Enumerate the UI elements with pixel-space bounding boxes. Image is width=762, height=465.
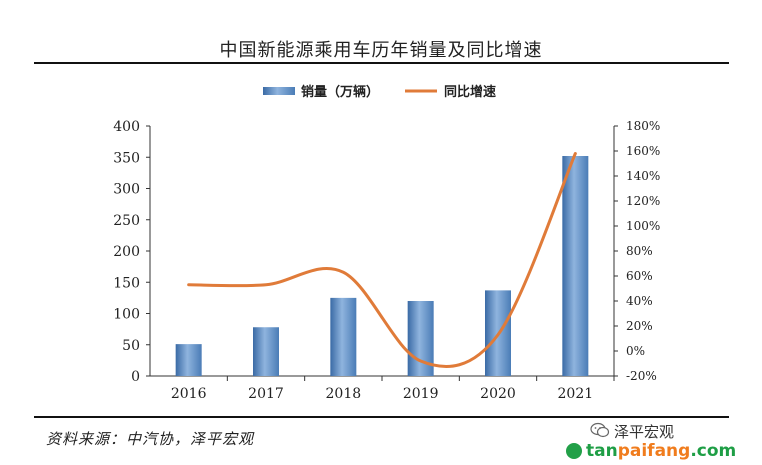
- left-tick-label: 300: [113, 182, 140, 198]
- x-tick-label: 2017: [248, 386, 284, 402]
- bar: [253, 327, 279, 376]
- left-tick-label: 200: [113, 244, 140, 260]
- legend-line-label: 同比增速: [444, 84, 496, 100]
- right-tick-label: 40%: [626, 294, 653, 308]
- site-name-suffix: .com: [690, 441, 737, 461]
- legend-bar-label: 销量（万辆）: [301, 84, 379, 100]
- right-tick-label: 120%: [626, 194, 660, 208]
- bar-series: [175, 156, 589, 376]
- bottom-rule: [34, 416, 729, 418]
- left-tick-label: 150: [113, 275, 140, 291]
- growth-line: [187, 152, 577, 368]
- bar: [562, 156, 589, 376]
- chart-title: 中国新能源乘用车历年销量及同比增速: [219, 40, 543, 61]
- top-rule: [34, 62, 729, 64]
- left-tick-label: 400: [113, 119, 140, 135]
- wechat-icon: [590, 422, 610, 438]
- right-tick-label: 20%: [626, 319, 653, 333]
- right-tick-label: 60%: [626, 269, 653, 283]
- line-series: [187, 152, 577, 368]
- x-tick-label: 2020: [480, 386, 516, 402]
- chart-axes: 0 50 100 150 200 250 300 350 400 -20% 0% 20% 40% 60% 8…: [113, 119, 660, 402]
- right-tick-label: 80%: [626, 244, 653, 258]
- left-tick-label: 350: [113, 150, 140, 166]
- site-name-prefix: tan: [586, 441, 618, 461]
- source-note: 资料来源：中汽协，泽平宏观: [46, 430, 255, 448]
- left-tick-label: 50: [122, 338, 140, 354]
- x-tick-label: 2021: [558, 386, 594, 402]
- bar: [330, 297, 357, 376]
- right-tick-label: 0%: [626, 344, 645, 358]
- left-tick-label: 100: [113, 307, 140, 323]
- x-tick-label: 2019: [403, 386, 439, 402]
- left-tick-label: 0: [131, 369, 140, 385]
- site-name: tanpaifang.com: [586, 441, 736, 461]
- chart-legend: 销量（万辆） 同比增速: [263, 84, 496, 100]
- site-logo-icon: [566, 443, 582, 459]
- combo-chart: 销量（万辆） 同比增速 050100150200250300350400-20%0…: [113, 84, 660, 402]
- left-tick-label: 250: [113, 213, 140, 229]
- site-name-middle: paifang: [617, 441, 691, 461]
- watermark-account: 泽平宏观: [614, 423, 675, 441]
- watermark-site: tanpaifang.com: [566, 441, 736, 461]
- legend-bar-swatch: [263, 87, 295, 95]
- right-tick-label: 160%: [626, 144, 660, 158]
- x-tick-label: 2018: [326, 386, 362, 402]
- right-tick-label: 140%: [626, 169, 660, 183]
- right-tick-label: -20%: [626, 369, 657, 383]
- bar: [175, 344, 202, 376]
- x-tick-label: 2016: [171, 386, 207, 402]
- right-tick-label: 100%: [626, 219, 660, 233]
- right-tick-label: 180%: [626, 119, 660, 133]
